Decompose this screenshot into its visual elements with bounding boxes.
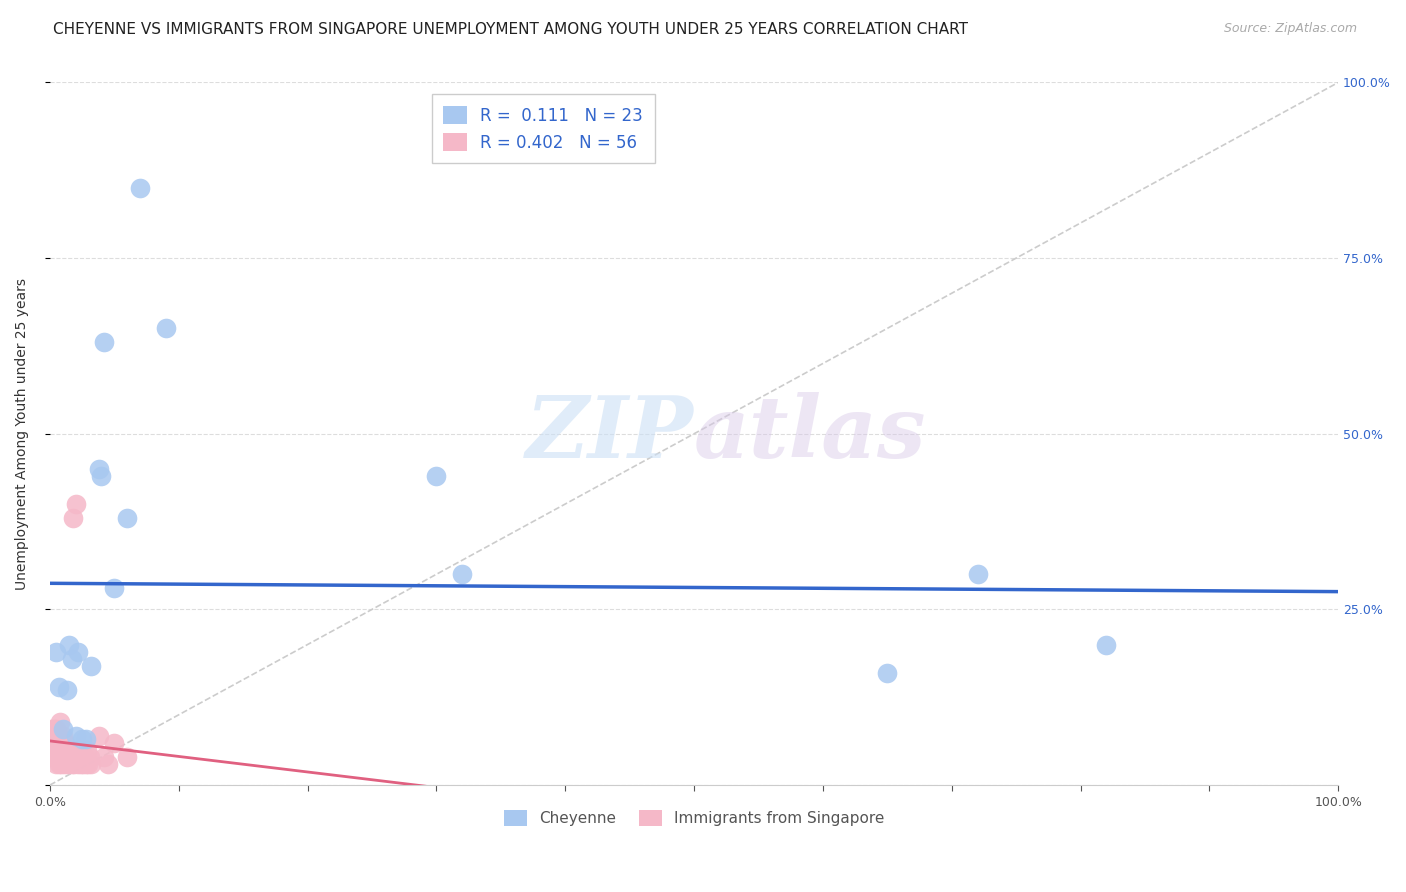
Point <box>39 722 62 736</box>
Point <box>425 469 447 483</box>
Point <box>63 757 86 772</box>
Point <box>77 757 100 772</box>
Point <box>60 757 83 772</box>
Point <box>55 743 77 757</box>
Point <box>93 750 115 764</box>
Point <box>966 567 988 582</box>
Point <box>55 683 77 698</box>
Point <box>67 757 90 772</box>
Point <box>53 736 76 750</box>
Point <box>451 567 474 582</box>
Point <box>79 750 101 764</box>
Point <box>75 732 97 747</box>
Point <box>58 757 80 772</box>
Point <box>55 757 77 772</box>
Point <box>51 743 73 757</box>
Point <box>58 638 80 652</box>
Point <box>39 736 62 750</box>
Point <box>80 658 103 673</box>
Point <box>45 722 67 736</box>
Legend: Cheyenne, Immigrants from Singapore: Cheyenne, Immigrants from Singapore <box>496 803 891 834</box>
Point <box>58 743 80 757</box>
Point <box>1095 638 1118 652</box>
Point <box>46 750 69 764</box>
Point <box>42 736 65 750</box>
Point <box>80 757 103 772</box>
Point <box>155 321 177 335</box>
Point <box>90 469 112 483</box>
Point <box>53 743 76 757</box>
Point <box>70 732 93 747</box>
Point <box>115 750 138 764</box>
Point <box>45 644 67 658</box>
Point <box>69 750 91 764</box>
Point <box>115 511 138 525</box>
Point <box>62 750 84 764</box>
Point <box>73 750 96 764</box>
Point <box>72 757 94 772</box>
Point <box>65 729 87 743</box>
Point <box>59 750 82 764</box>
Point <box>52 729 75 743</box>
Point <box>103 582 125 596</box>
Text: atlas: atlas <box>695 392 927 475</box>
Y-axis label: Unemployment Among Youth under 25 years: Unemployment Among Youth under 25 years <box>15 277 30 590</box>
Point <box>53 757 76 772</box>
Point <box>93 335 115 350</box>
Point <box>42 750 65 764</box>
Point <box>46 729 69 743</box>
Point <box>76 743 98 757</box>
Point <box>65 497 87 511</box>
Point <box>75 757 97 772</box>
Point <box>49 736 72 750</box>
Point <box>48 757 70 772</box>
Point <box>129 181 152 195</box>
Point <box>87 462 110 476</box>
Point <box>41 743 63 757</box>
Point <box>48 729 70 743</box>
Point <box>56 750 79 764</box>
Point <box>67 644 90 658</box>
Point <box>48 680 70 694</box>
Point <box>62 511 84 525</box>
Point <box>69 757 91 772</box>
Point <box>44 729 66 743</box>
Point <box>876 665 898 680</box>
Point <box>45 757 67 772</box>
Point <box>49 750 72 764</box>
Point <box>53 750 76 764</box>
Point <box>49 714 72 729</box>
Point <box>44 750 66 764</box>
Point <box>97 757 120 772</box>
Text: CHEYENNE VS IMMIGRANTS FROM SINGAPORE UNEMPLOYMENT AMONG YOUTH UNDER 25 YEARS CO: CHEYENNE VS IMMIGRANTS FROM SINGAPORE UN… <box>53 22 969 37</box>
Point <box>51 757 73 772</box>
Text: ZIP: ZIP <box>526 392 695 475</box>
Point <box>42 722 65 736</box>
Point <box>66 750 89 764</box>
Point <box>60 651 83 665</box>
Point <box>52 722 75 736</box>
Point <box>70 750 93 764</box>
Point <box>87 729 110 743</box>
Point <box>41 729 63 743</box>
Point <box>48 743 70 757</box>
Point <box>45 743 67 757</box>
Text: Source: ZipAtlas.com: Source: ZipAtlas.com <box>1223 22 1357 36</box>
Point <box>103 736 125 750</box>
Point <box>52 750 75 764</box>
